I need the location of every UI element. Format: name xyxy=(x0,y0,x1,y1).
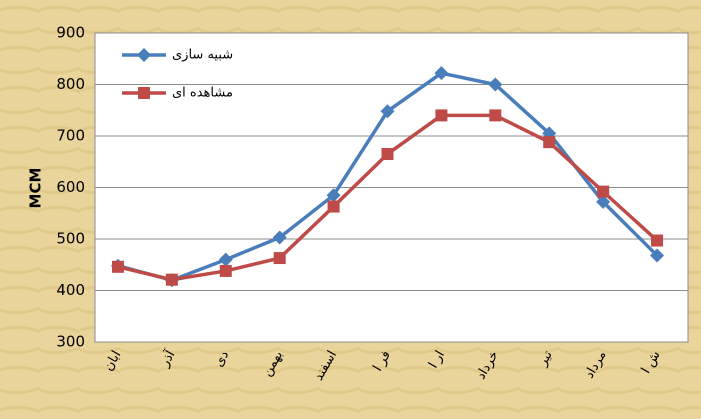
point xyxy=(434,66,449,81)
point xyxy=(596,194,611,209)
legend-label: مشاهده ای xyxy=(172,86,233,101)
point xyxy=(489,109,502,122)
y-tick-label: 400 xyxy=(56,281,85,299)
point xyxy=(272,230,287,245)
point xyxy=(219,264,232,277)
point xyxy=(273,252,286,265)
point xyxy=(651,234,664,247)
legend-label: شبیه سازی xyxy=(172,48,233,63)
y-axis-label: MCM xyxy=(27,168,45,209)
point xyxy=(111,260,124,273)
point xyxy=(597,185,610,198)
point xyxy=(138,87,150,99)
x-tick-label: دی xyxy=(211,348,232,370)
y-tick-label: 900 xyxy=(56,24,85,42)
y-tick-label: 300 xyxy=(56,333,85,351)
point xyxy=(327,200,340,213)
y-tick-label: 700 xyxy=(56,127,85,145)
point xyxy=(381,148,394,161)
y-tick-label: 800 xyxy=(56,75,85,93)
point xyxy=(380,104,395,119)
point xyxy=(488,77,503,92)
point xyxy=(165,273,178,286)
point xyxy=(137,48,151,62)
point xyxy=(435,109,448,122)
y-tick-label: 500 xyxy=(56,230,85,248)
point xyxy=(218,252,233,267)
point xyxy=(543,136,556,149)
point xyxy=(326,188,341,203)
y-tick-label: 600 xyxy=(56,178,85,196)
point xyxy=(650,248,665,263)
x-tick-label: تیر xyxy=(535,348,556,369)
